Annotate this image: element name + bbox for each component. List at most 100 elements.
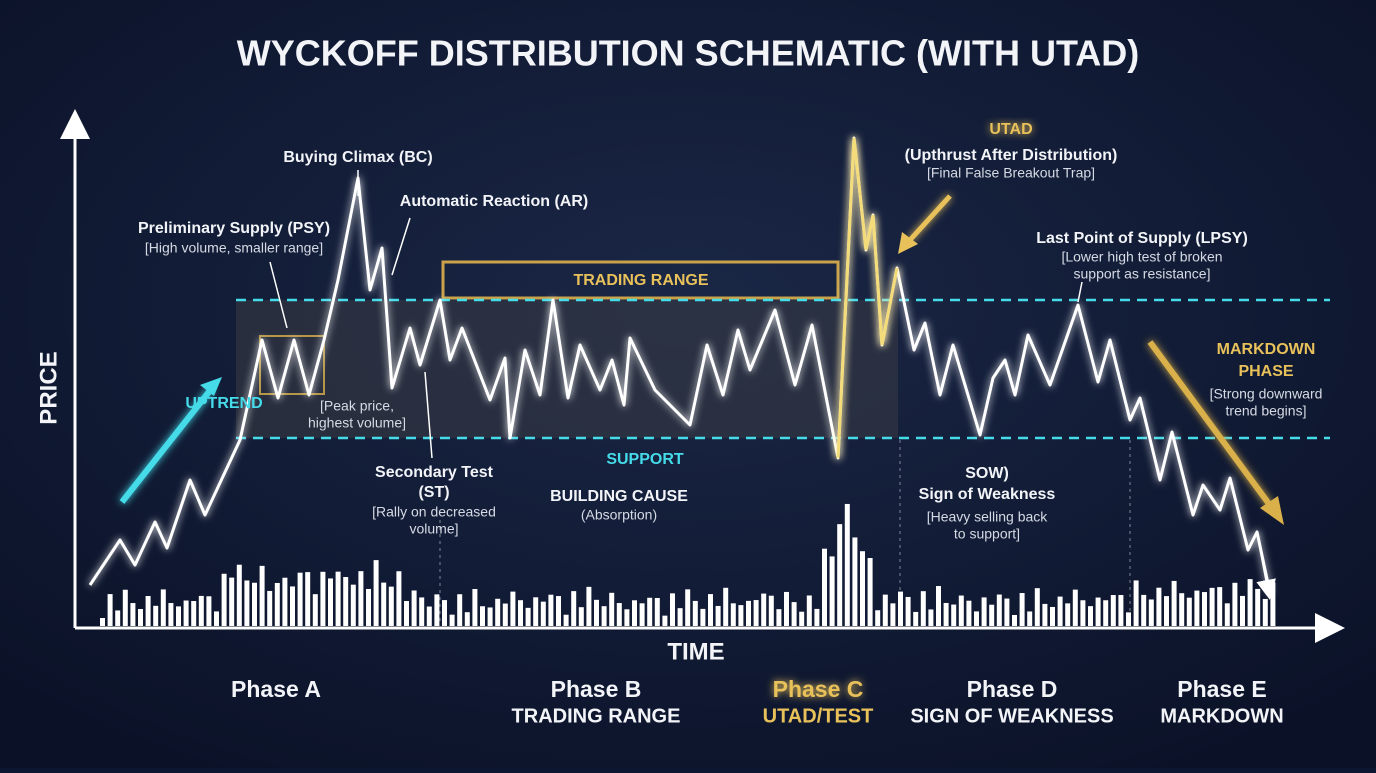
markdown-note: [Strong downward (1210, 386, 1323, 402)
st-note: [Rally on decreased (372, 504, 496, 520)
phase-subtitle: SIGN OF WEAKNESS (910, 705, 1113, 727)
volume-bar (138, 609, 143, 626)
phase-name: Phase C (773, 676, 864, 702)
utad-arrowhead (898, 232, 918, 254)
volume-bar (1004, 598, 1010, 626)
volume-bar (1065, 603, 1071, 626)
markdown-arrow (1147, 340, 1275, 510)
volume-bar (981, 597, 987, 626)
volume-bar (837, 524, 843, 626)
volume-bar (1232, 582, 1238, 626)
volume-bar (654, 598, 660, 626)
lpsy-title: Last Point of Supply (LPSY) (1036, 230, 1248, 247)
volume-bar (1148, 599, 1154, 626)
volume-bar (191, 601, 197, 626)
volume-bar (563, 614, 569, 626)
volume-bar (1194, 590, 1200, 626)
phase-name: Phase D (967, 676, 1058, 702)
volume-bar (1088, 606, 1093, 626)
price-path (88, 136, 1272, 594)
volume-bar (1179, 593, 1185, 626)
volume-bar (1186, 597, 1192, 626)
markdown-note: trend begins] (1226, 403, 1307, 419)
volume-bar (1255, 588, 1261, 626)
volume-bar (1141, 594, 1147, 626)
volume-bar (829, 556, 835, 626)
volume-bar (920, 591, 926, 626)
volume-bar (1270, 582, 1276, 626)
volume-bar (700, 608, 706, 626)
markdown-title: PHASE (1238, 363, 1293, 380)
st-title: (ST) (418, 484, 449, 501)
volume-bar (267, 590, 273, 626)
volume-bar (746, 600, 751, 626)
volume-bar (221, 573, 227, 626)
volume-bar (1202, 592, 1207, 626)
support-label: SUPPORT (606, 451, 684, 468)
volume-bar (229, 577, 235, 626)
utad-arrow (908, 194, 952, 242)
volume-bar (1217, 587, 1223, 626)
volume-bar (989, 604, 995, 626)
volume-bar (936, 586, 941, 626)
volume-bar (419, 597, 425, 626)
end-arrow (1256, 531, 1276, 600)
phase-subtitle: MARKDOWN (1160, 705, 1283, 727)
volume-bar (966, 600, 972, 626)
volume-bar (1209, 587, 1215, 626)
volume-bar (905, 596, 911, 626)
volume-bar (198, 595, 204, 626)
volume-bar (236, 564, 242, 626)
ar-label: Automatic Reaction (AR) (400, 193, 588, 210)
volume-bar (1224, 603, 1230, 626)
volume-bar (692, 600, 698, 626)
volume-bar (548, 594, 554, 626)
volume-bar (358, 571, 364, 626)
utad-subtitle: (Upthrust After Distribution) (905, 147, 1118, 164)
volume-bar (1156, 587, 1162, 626)
volume-bar (388, 586, 394, 626)
volume-bar (335, 571, 341, 626)
x-axis-label: TIME (667, 638, 724, 665)
st-note: volume] (409, 521, 458, 537)
volume-bar (974, 611, 979, 626)
volume-bar (305, 572, 311, 626)
volume-bar (130, 603, 136, 626)
volume-bar (806, 595, 812, 626)
volume-bar (328, 578, 333, 626)
volume-bar (115, 610, 121, 626)
volume-bar (1118, 595, 1124, 626)
volume-bar (753, 600, 759, 626)
volume-bar (122, 589, 128, 626)
uptrend-arrow (119, 386, 215, 504)
volume-bar (1110, 595, 1116, 626)
trading-range-frame (441, 260, 840, 300)
volume-bar (578, 607, 584, 626)
phase-subtitle: TRADING RANGE (512, 705, 681, 727)
volume-bar (100, 618, 105, 626)
sow-note: [Heavy selling back (927, 509, 1049, 525)
peak-note: [Peak price, (320, 398, 394, 414)
volume-bar (1103, 600, 1109, 626)
volume-bar (1126, 612, 1131, 626)
volume-bar (784, 591, 789, 626)
volume-bar (799, 611, 805, 626)
utad-title: UTAD (989, 121, 1032, 138)
volume-bar (426, 606, 432, 626)
volume-bar (715, 605, 721, 626)
volume-bar (495, 598, 501, 626)
volume-bar (366, 588, 371, 626)
volume-bar (601, 606, 607, 626)
volume-bar (320, 571, 326, 626)
volume-bar (791, 602, 797, 626)
volume-bar (1171, 580, 1177, 626)
y-axis-label: PRICE (35, 351, 62, 424)
volume-bar (996, 594, 1002, 626)
volume-bar (381, 582, 387, 626)
volume-bar (616, 603, 622, 626)
cause-title: BUILDING CAUSE (550, 488, 688, 505)
volume-bar (472, 589, 478, 626)
bc-label: Buying Climax (BC) (283, 149, 432, 166)
